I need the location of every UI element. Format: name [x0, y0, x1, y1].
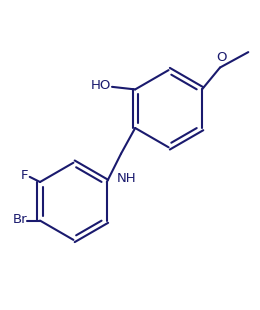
Text: F: F: [21, 169, 28, 182]
Text: O: O: [216, 51, 226, 64]
Text: Br: Br: [12, 213, 27, 226]
Text: NH: NH: [116, 172, 136, 185]
Text: HO: HO: [90, 79, 111, 92]
